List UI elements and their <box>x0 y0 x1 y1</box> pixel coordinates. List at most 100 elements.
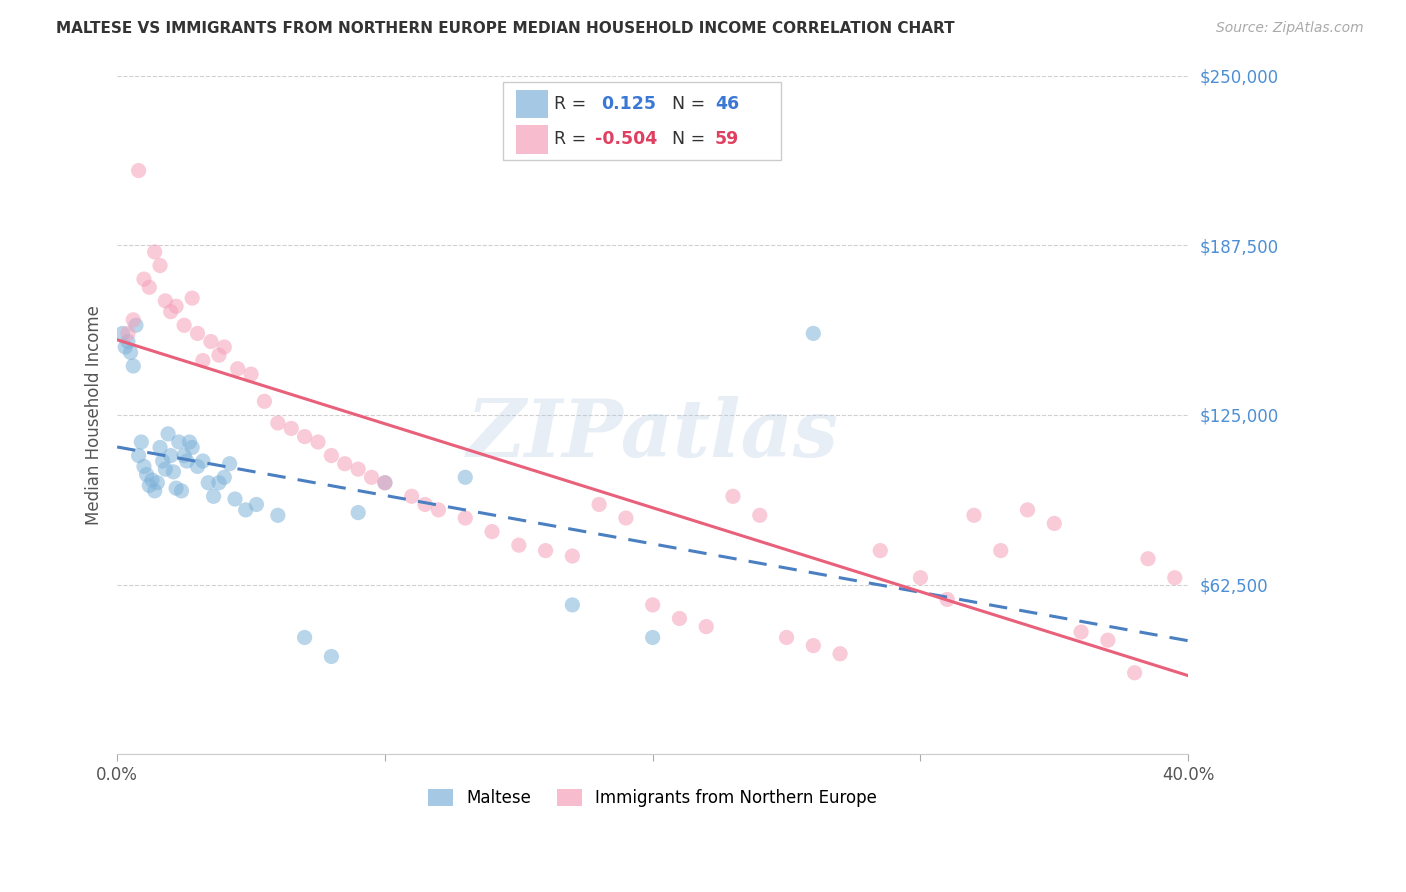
Point <box>226 361 249 376</box>
Point <box>1017 503 1039 517</box>
Point <box>143 244 166 259</box>
FancyBboxPatch shape <box>503 82 782 161</box>
Legend: Maltese, Immigrants from Northern Europe: Maltese, Immigrants from Northern Europe <box>422 782 883 814</box>
Point <box>240 367 263 381</box>
Point <box>165 299 187 313</box>
Point <box>668 611 690 625</box>
Point <box>534 543 557 558</box>
Text: R =: R = <box>554 130 592 148</box>
Point <box>159 304 181 318</box>
Point <box>138 280 160 294</box>
Point <box>155 293 177 308</box>
Point <box>963 508 986 523</box>
Point <box>721 489 744 503</box>
Text: Source: ZipAtlas.com: Source: ZipAtlas.com <box>1216 21 1364 35</box>
Point <box>801 326 824 341</box>
Text: 59: 59 <box>714 130 740 148</box>
Point <box>179 435 201 450</box>
Point <box>208 475 231 490</box>
Point <box>181 441 204 455</box>
Point <box>191 454 214 468</box>
Point <box>1070 625 1092 640</box>
Point <box>588 498 610 512</box>
Point <box>214 470 236 484</box>
Point <box>374 475 396 490</box>
Text: MALTESE VS IMMIGRANTS FROM NORTHERN EUROPE MEDIAN HOUSEHOLD INCOME CORRELATION C: MALTESE VS IMMIGRANTS FROM NORTHERN EURO… <box>56 21 955 36</box>
Point <box>360 470 382 484</box>
Text: ZIPatlas: ZIPatlas <box>467 396 839 474</box>
Point <box>775 631 797 645</box>
Point <box>173 449 195 463</box>
Point <box>117 334 139 349</box>
Point <box>748 508 770 523</box>
Point <box>176 454 198 468</box>
Point <box>990 543 1012 558</box>
Point <box>170 483 193 498</box>
Point <box>307 435 329 450</box>
Point <box>125 318 148 333</box>
Point <box>508 538 530 552</box>
Point <box>321 649 343 664</box>
Point <box>186 326 208 341</box>
Point <box>146 475 169 490</box>
Point <box>413 498 436 512</box>
Point <box>427 503 450 517</box>
Point <box>454 470 477 484</box>
Point <box>267 416 290 430</box>
Point <box>294 631 316 645</box>
Point <box>149 259 172 273</box>
Y-axis label: Median Household Income: Median Household Income <box>86 305 103 524</box>
Point <box>208 348 231 362</box>
Text: -0.504: -0.504 <box>595 130 657 148</box>
Point <box>614 511 637 525</box>
Point <box>245 498 267 512</box>
Point <box>128 449 150 463</box>
Point <box>132 272 155 286</box>
FancyBboxPatch shape <box>516 90 548 119</box>
Point <box>117 326 139 341</box>
Point <box>280 421 302 435</box>
Point <box>152 454 174 468</box>
Text: N =: N = <box>672 130 710 148</box>
Point <box>333 457 356 471</box>
Point <box>129 435 152 450</box>
Point <box>936 592 959 607</box>
Point <box>1097 633 1119 648</box>
Point <box>1136 551 1159 566</box>
Text: 46: 46 <box>714 95 740 113</box>
Point <box>157 426 180 441</box>
Point <box>910 571 932 585</box>
Point <box>869 543 891 558</box>
Point <box>122 359 145 373</box>
Point <box>202 489 225 503</box>
Point <box>253 394 276 409</box>
Point <box>1043 516 1066 531</box>
Point <box>167 435 190 450</box>
Point <box>120 345 142 359</box>
Point <box>114 340 136 354</box>
Point <box>141 473 163 487</box>
Point <box>128 163 150 178</box>
Point <box>641 598 664 612</box>
Point <box>149 441 172 455</box>
Point <box>159 449 181 463</box>
Point <box>143 483 166 498</box>
Point <box>122 313 145 327</box>
Point <box>132 459 155 474</box>
Point <box>197 475 219 490</box>
Point <box>321 449 343 463</box>
FancyBboxPatch shape <box>516 125 548 153</box>
Point <box>830 647 852 661</box>
Point <box>162 465 184 479</box>
Point <box>347 506 370 520</box>
Point <box>224 491 246 506</box>
Point <box>1123 665 1146 680</box>
Text: R =: R = <box>554 95 592 113</box>
Point <box>214 340 236 354</box>
Point <box>561 549 583 563</box>
Point <box>165 481 187 495</box>
Point <box>481 524 503 539</box>
Point <box>561 598 583 612</box>
Point <box>191 353 214 368</box>
Point <box>695 619 717 633</box>
